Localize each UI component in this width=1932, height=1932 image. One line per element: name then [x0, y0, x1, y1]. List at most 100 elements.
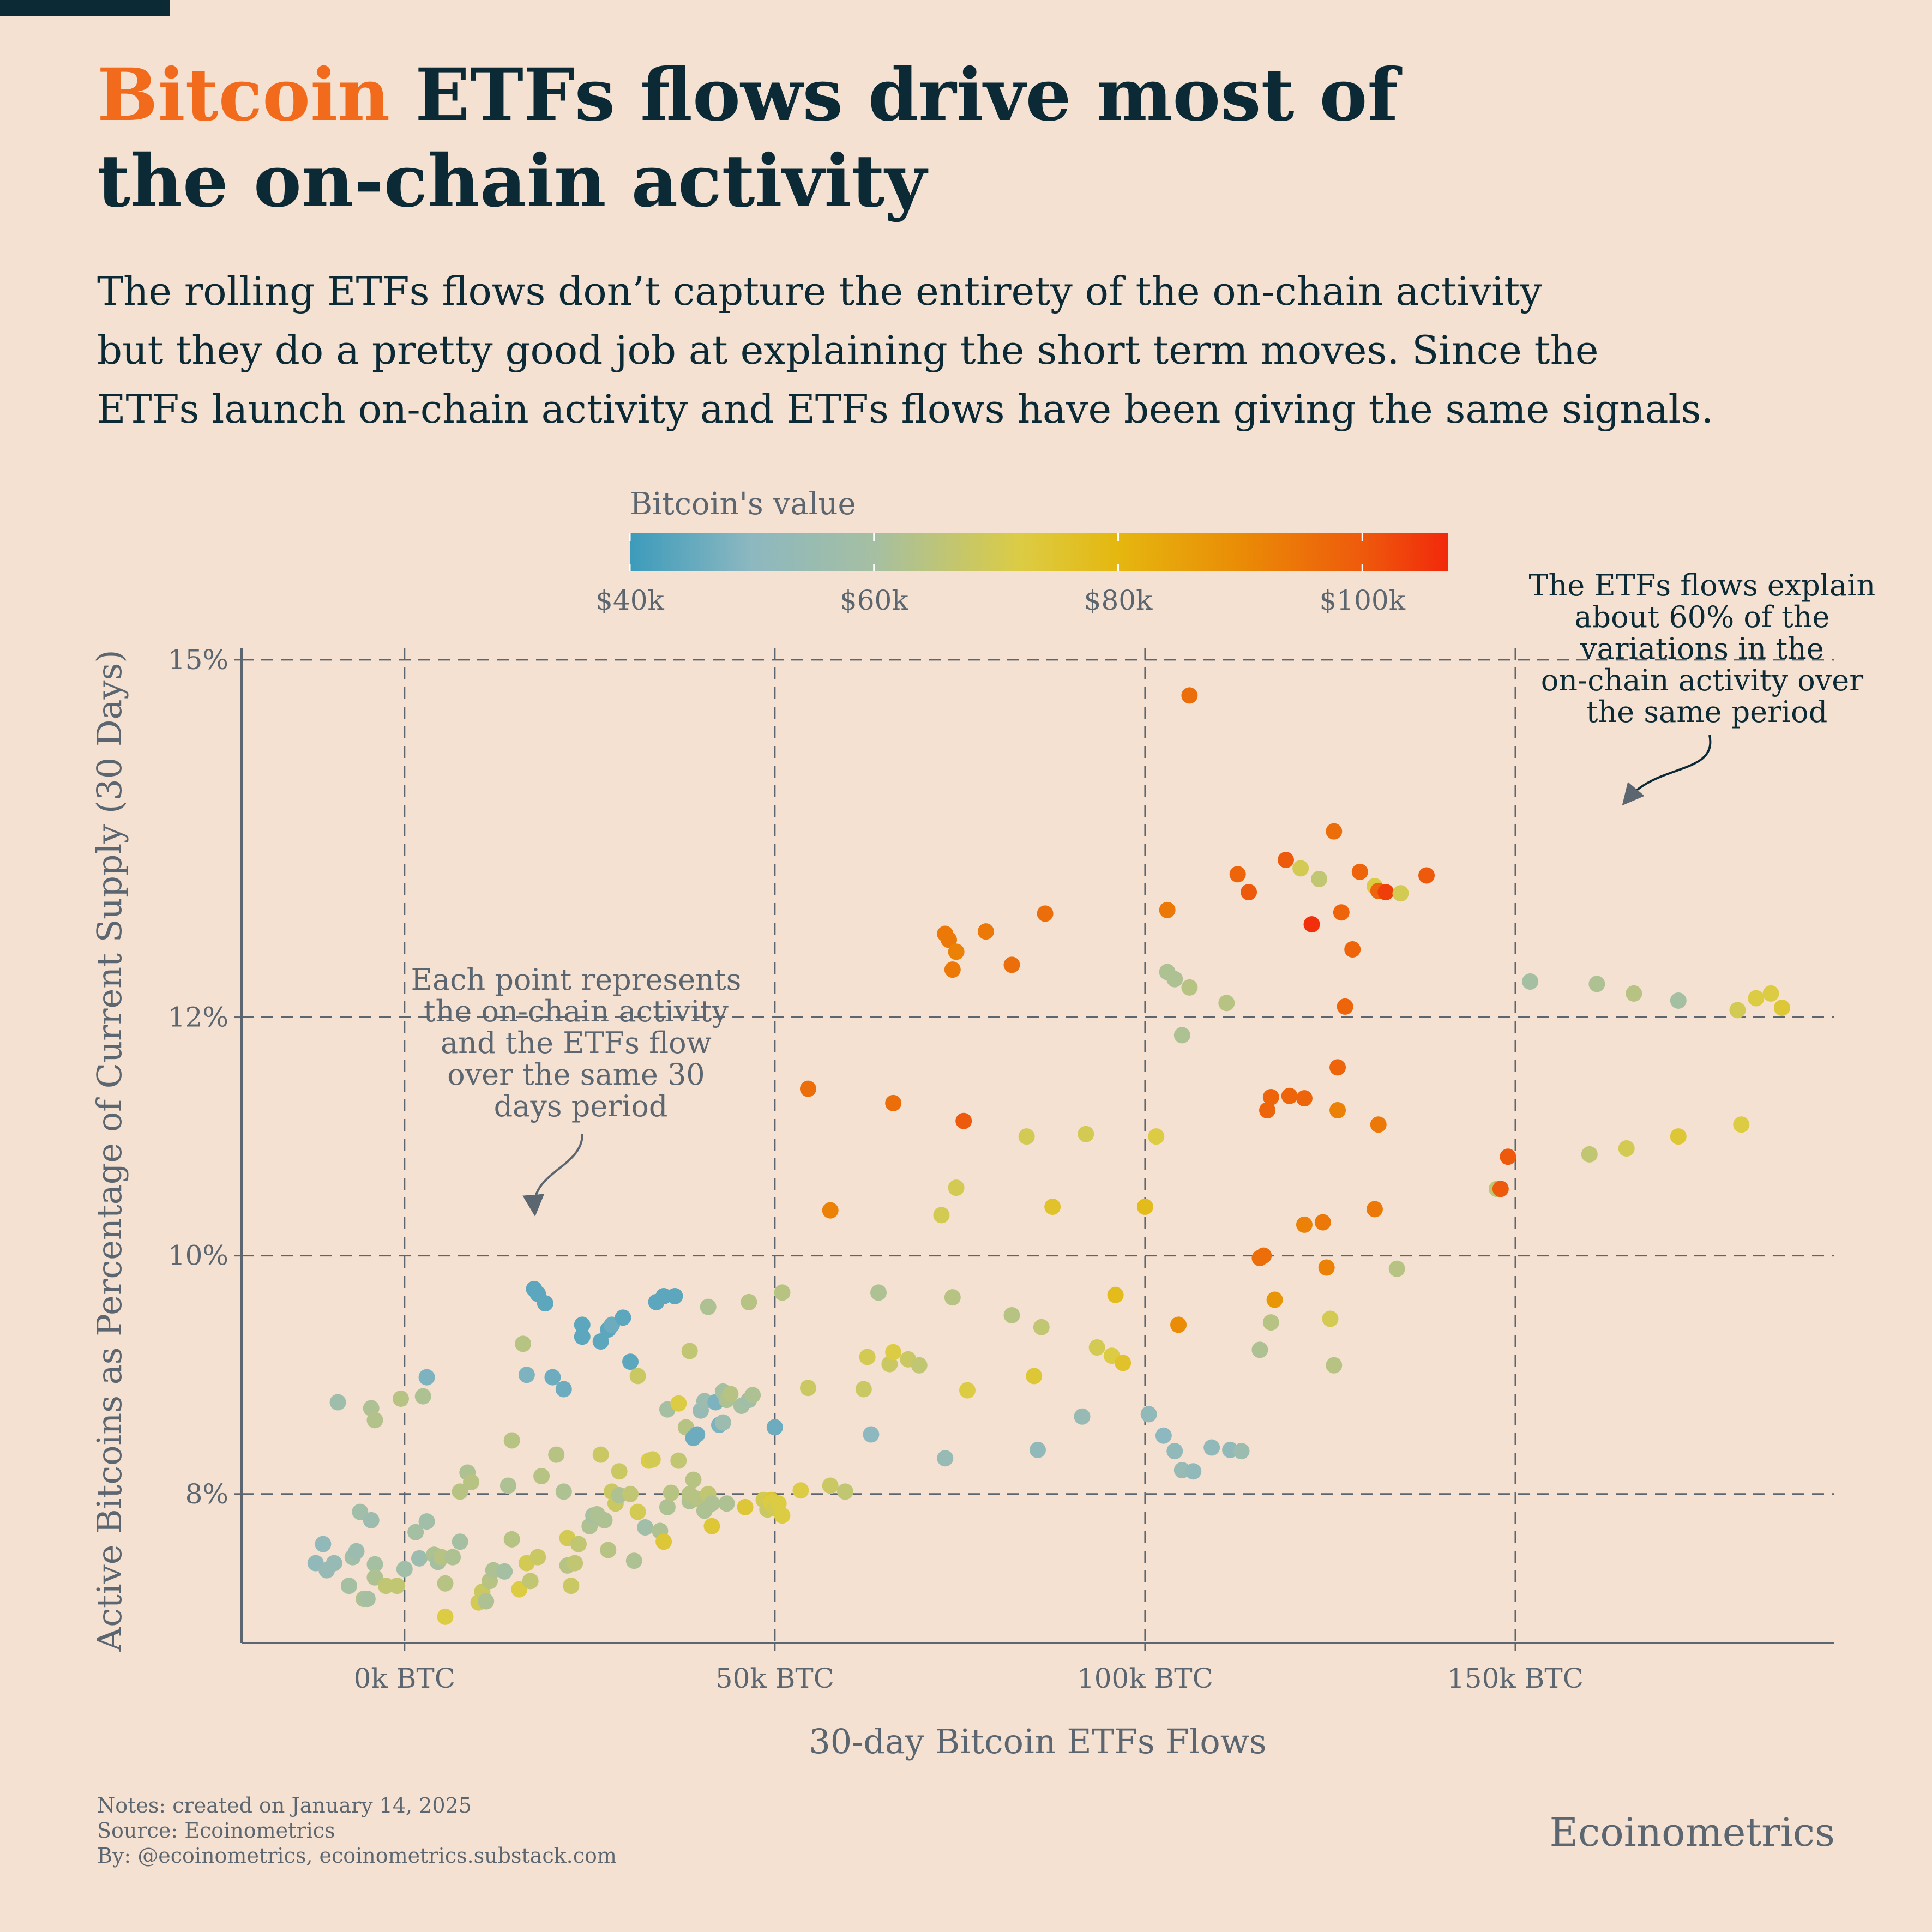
data-point	[1326, 1357, 1343, 1374]
data-point	[592, 1446, 609, 1463]
data-point	[537, 1295, 553, 1312]
color-legend: Bitcoin's value $40k $60k $80k $100k	[595, 486, 1448, 616]
annotation-points-line: the on-chain activity	[424, 994, 729, 1028]
data-point	[503, 1531, 520, 1548]
data-point	[637, 1519, 654, 1536]
data-point	[1337, 998, 1353, 1015]
data-point	[407, 1524, 424, 1540]
x-tick-label: 0k BTC	[354, 1663, 455, 1694]
data-point	[611, 1463, 628, 1480]
data-point	[615, 1309, 631, 1326]
annotation-explain-line: variations in the	[1580, 631, 1824, 666]
data-point	[444, 1549, 461, 1566]
data-point	[1181, 687, 1198, 704]
data-point	[600, 1542, 617, 1558]
data-point	[737, 1498, 754, 1515]
data-point	[1581, 1146, 1598, 1163]
data-point	[937, 1450, 954, 1467]
data-point	[348, 1543, 365, 1560]
data-point	[948, 1179, 965, 1196]
data-point	[741, 1293, 757, 1310]
data-point	[359, 1591, 376, 1608]
data-point	[1500, 1148, 1516, 1165]
data-point	[703, 1518, 720, 1534]
annotation-points: Each point represents the on-chain activ…	[411, 962, 741, 1217]
data-point	[352, 1503, 369, 1520]
data-point	[863, 1426, 880, 1443]
axes	[240, 648, 1834, 1644]
data-point	[685, 1471, 702, 1488]
data-point	[622, 1485, 639, 1502]
data-point	[1626, 985, 1642, 1002]
data-point	[437, 1575, 454, 1592]
data-point	[955, 1112, 972, 1129]
data-point	[933, 1207, 950, 1224]
subtitle-line1: The rolling ETFs flows don’t capture the…	[97, 268, 1542, 314]
data-point	[1588, 976, 1605, 992]
data-point	[885, 1344, 902, 1361]
data-point	[944, 1289, 961, 1306]
data-point	[1303, 916, 1320, 933]
y-tick-label: 8%	[185, 1478, 228, 1510]
data-point	[703, 1495, 720, 1512]
data-point	[948, 943, 965, 960]
data-point	[1140, 1406, 1157, 1423]
data-point	[859, 1349, 876, 1365]
data-point	[1251, 1341, 1268, 1358]
color-legend-tick-label: $40k	[595, 585, 664, 616]
x-tick-label: 100k BTC	[1077, 1663, 1213, 1694]
data-point	[766, 1419, 783, 1436]
annotation-points-line: and the ETFs flow	[441, 1026, 712, 1060]
data-point	[774, 1284, 791, 1301]
subtitle-line2: but they do a pretty good job at explain…	[97, 327, 1599, 373]
y-axis-label: Active Bitcoins as Percentage of Current…	[89, 649, 129, 1652]
data-point	[1259, 1102, 1276, 1119]
annotation-explain-line: on-chain activity over	[1541, 663, 1863, 697]
data-point	[326, 1555, 342, 1572]
data-point	[414, 1388, 431, 1405]
x-tick-label: 50k BTC	[715, 1663, 834, 1694]
data-point	[329, 1394, 346, 1411]
data-point	[1166, 971, 1183, 988]
data-point	[941, 931, 958, 948]
data-point	[452, 1483, 468, 1500]
data-point	[1733, 1116, 1750, 1133]
data-point	[836, 1483, 853, 1500]
color-legend-tick-label: $60k	[840, 585, 908, 616]
data-point	[822, 1202, 839, 1219]
data-point	[533, 1468, 550, 1485]
data-point	[1255, 1247, 1272, 1264]
data-point	[315, 1536, 332, 1552]
data-point	[518, 1367, 535, 1383]
annotation-points-arrow	[522, 1134, 583, 1217]
data-point	[366, 1412, 383, 1429]
data-point	[855, 1381, 872, 1398]
data-point	[870, 1284, 887, 1301]
annotation-explain-line: the same period	[1586, 695, 1828, 729]
data-point	[722, 1386, 739, 1403]
data-point	[1748, 990, 1765, 1007]
data-point	[418, 1513, 435, 1530]
data-point	[1262, 1088, 1279, 1105]
data-point	[393, 1390, 409, 1407]
data-point	[463, 1473, 480, 1490]
data-point	[1262, 1314, 1279, 1331]
data-point	[670, 1452, 687, 1469]
data-point	[1136, 1199, 1153, 1215]
data-point	[1173, 1027, 1190, 1044]
data-point	[1078, 1126, 1094, 1142]
data-point	[1326, 823, 1343, 840]
data-point	[1018, 1128, 1035, 1145]
x-tick-label: 150k BTC	[1447, 1663, 1584, 1694]
data-point	[959, 1382, 976, 1399]
data-point	[1003, 1307, 1020, 1323]
annotation-points-line: over the same 30	[447, 1057, 705, 1092]
data-point	[1392, 885, 1409, 902]
data-point	[1148, 1128, 1165, 1145]
data-point	[822, 1477, 839, 1494]
data-point	[1166, 1443, 1183, 1460]
data-point	[1044, 1199, 1061, 1215]
data-point	[1296, 1216, 1313, 1233]
data-point	[774, 1507, 791, 1524]
